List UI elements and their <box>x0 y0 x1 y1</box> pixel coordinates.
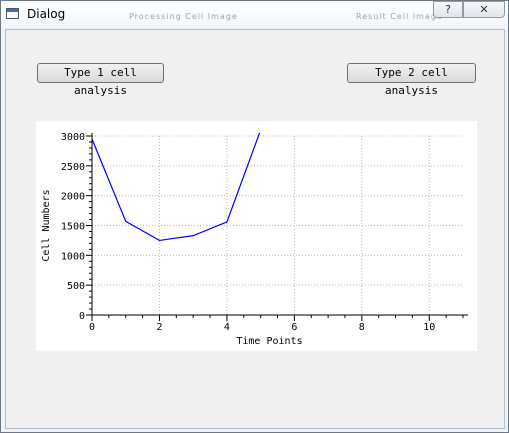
y-tick-label: 2500 <box>61 162 85 173</box>
y-axis-label: Cell Numbers <box>41 189 52 261</box>
title-bar[interactable]: Dialog Processing Cell Image Result Cell… <box>1 1 508 29</box>
type1-cell-analysis-button[interactable]: Type 1 cell analysis <box>37 63 164 97</box>
y-tick-label: 500 <box>67 281 85 292</box>
x-tick-label: 10 <box>423 322 435 333</box>
background-window-title: Processing Cell Image <box>129 12 238 21</box>
close-button[interactable]: ✕ <box>463 1 505 18</box>
series-line <box>92 133 261 242</box>
type2-cell-analysis-button[interactable]: Type 2 cell analysis <box>347 63 476 97</box>
x-axis-label: Time Points <box>236 336 302 347</box>
y-tick-label: 2000 <box>61 192 85 203</box>
x-tick-label: 2 <box>156 322 162 333</box>
cell-plot: 0 2 4 6 8 10 0 500 1000 1500 2000 2500 3000 Time Poin… <box>36 121 477 351</box>
y-tick-label: 0 <box>79 311 85 322</box>
x-tick-label: 6 <box>291 322 297 333</box>
dialog-client-area: Type 1 cell analysis Type 2 cell analysi… <box>5 29 505 429</box>
y-tick-label: 1500 <box>61 222 85 233</box>
background-window-title: Result Cell Image <box>356 12 443 21</box>
x-tick-label: 8 <box>359 322 365 333</box>
window-icon <box>6 8 19 19</box>
help-button[interactable]: ? <box>433 1 463 18</box>
y-tick-label: 1000 <box>61 251 85 262</box>
y-tick-label: 3000 <box>61 132 85 143</box>
x-tick-label: 4 <box>224 322 230 333</box>
window-title: Dialog <box>27 7 66 21</box>
cell-number-chart: 0 2 4 6 8 10 0 500 1000 1500 2000 2500 3000 Time Poin… <box>41 132 468 347</box>
x-tick-label: 0 <box>89 322 95 333</box>
